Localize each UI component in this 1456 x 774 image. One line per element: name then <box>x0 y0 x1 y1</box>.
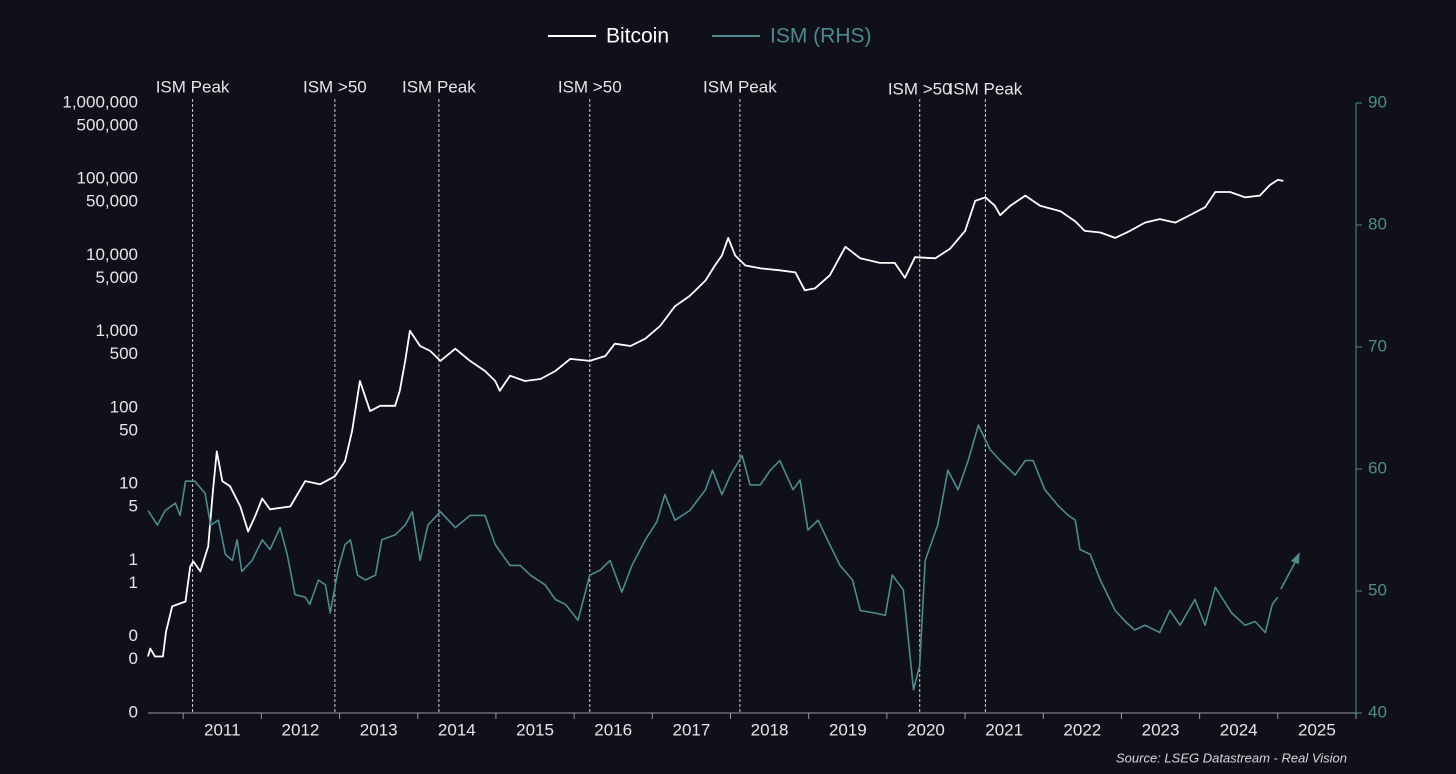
y-tick-label: 500,000 <box>77 115 138 134</box>
event-label: ISM Peak <box>156 77 230 96</box>
x-tick-label: 2018 <box>751 720 789 739</box>
event-label: ISM >50 <box>558 77 622 96</box>
x-tick-label: 2025 <box>1298 720 1336 739</box>
series-line <box>147 424 1279 691</box>
event-label: ISM Peak <box>949 79 1023 98</box>
y-tick-label: 10,000 <box>86 245 138 264</box>
x-tick-label: 2019 <box>829 720 867 739</box>
y2-tick-label: 50 <box>1368 580 1387 599</box>
x-tick-label: 2021 <box>985 720 1023 739</box>
y-tick-label: 0 <box>129 649 138 668</box>
x-tick-label: 2015 <box>516 720 554 739</box>
y2-tick-label: 70 <box>1368 336 1387 355</box>
x-tick-label: 2016 <box>594 720 632 739</box>
y-tick-label: 10 <box>119 474 138 493</box>
legend-label: Bitcoin <box>606 25 669 48</box>
y-tick-label: 5,000 <box>95 268 138 287</box>
y-tick-label: 50 <box>119 420 138 439</box>
y-tick-label: 0 <box>129 626 138 645</box>
event-label: ISM >50 <box>888 79 952 98</box>
y2-tick-label: 40 <box>1368 702 1387 721</box>
y-tick-label: 5 <box>129 497 138 516</box>
y-tick-label: 1 <box>129 550 138 569</box>
trend-arrow-head <box>1290 552 1300 565</box>
x-tick-label: 2012 <box>282 720 320 739</box>
source-note: Source: LSEG Datastream - Real Vision <box>1116 750 1347 765</box>
x-tick-label: 2020 <box>907 720 945 739</box>
x-tick-label: 2017 <box>672 720 710 739</box>
y-tick-label: 0 <box>129 702 138 721</box>
y-tick-label: 50,000 <box>86 192 138 211</box>
event-label: ISM Peak <box>703 77 777 96</box>
event-label: ISM >50 <box>303 77 367 96</box>
x-tick-label: 2011 <box>204 720 241 739</box>
y2-tick-label: 80 <box>1368 214 1387 233</box>
x-tick-label: 2024 <box>1220 720 1258 739</box>
y-tick-label: 1,000,000 <box>62 92 138 111</box>
x-tick-label: 2014 <box>438 720 476 739</box>
y-tick-label: 1,000 <box>95 321 138 340</box>
x-tick-label: 2023 <box>1142 720 1180 739</box>
y2-tick-label: 90 <box>1368 92 1387 111</box>
y-tick-label: 500 <box>110 344 138 363</box>
event-label: ISM Peak <box>402 77 476 96</box>
y-tick-label: 1 <box>129 573 138 592</box>
y-tick-label: 100,000 <box>77 169 138 188</box>
legend-label: ISM (RHS) <box>770 25 872 48</box>
x-tick-label: 2022 <box>1063 720 1101 739</box>
y-tick-label: 100 <box>110 397 138 416</box>
series-line <box>147 179 1284 658</box>
y2-tick-label: 60 <box>1368 458 1387 477</box>
x-tick-label: 2013 <box>360 720 398 739</box>
